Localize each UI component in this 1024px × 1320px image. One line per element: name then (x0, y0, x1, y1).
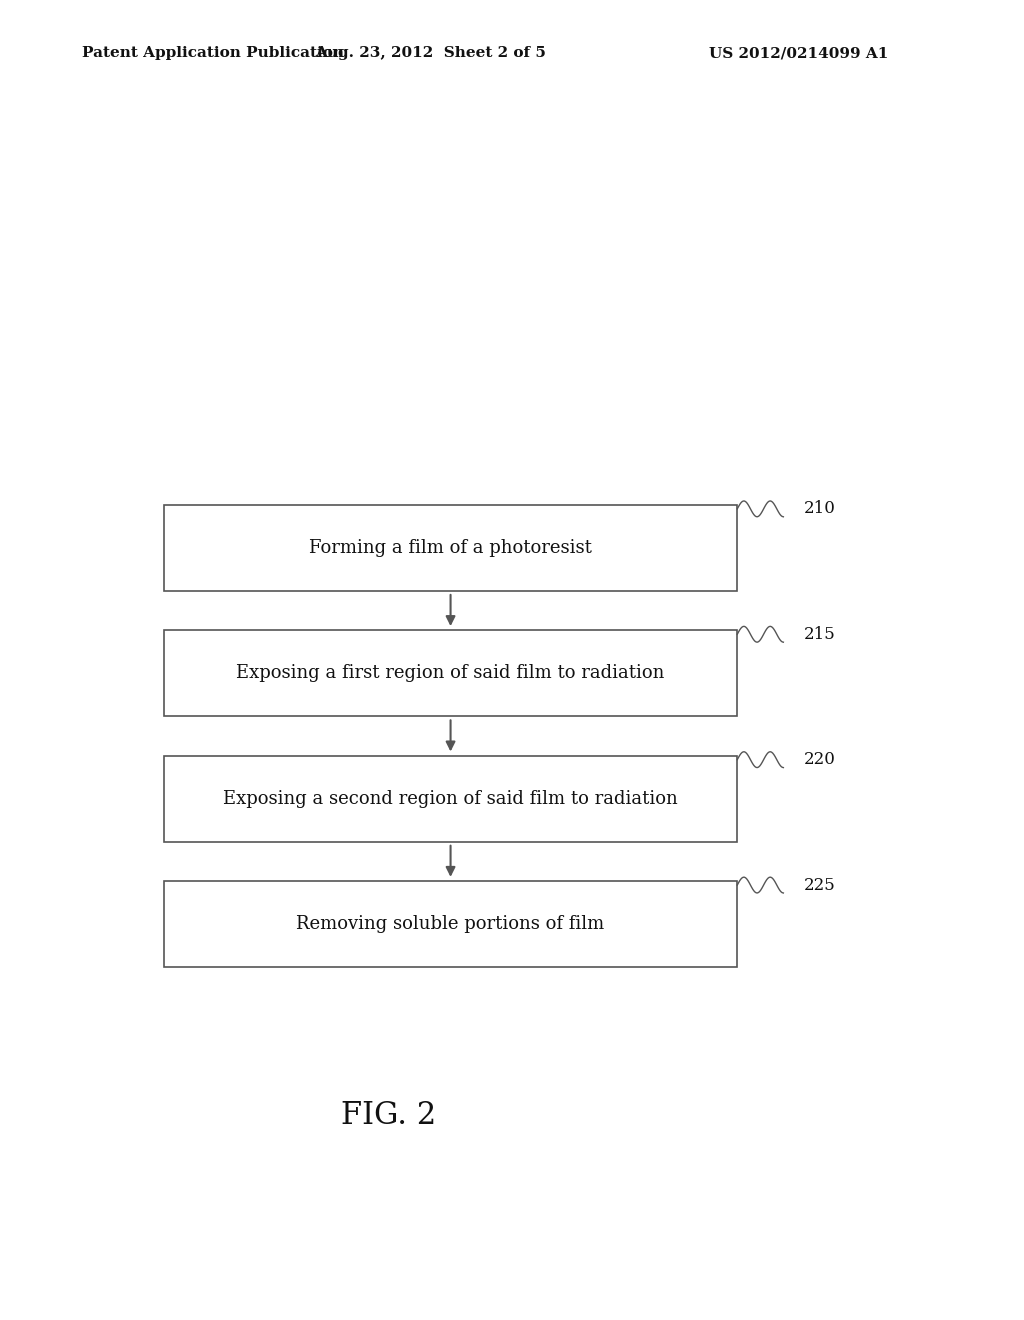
Text: Patent Application Publication: Patent Application Publication (82, 46, 344, 61)
Text: Exposing a second region of said film to radiation: Exposing a second region of said film to… (223, 789, 678, 808)
Text: US 2012/0214099 A1: US 2012/0214099 A1 (709, 46, 889, 61)
FancyBboxPatch shape (164, 755, 737, 842)
Text: Aug. 23, 2012  Sheet 2 of 5: Aug. 23, 2012 Sheet 2 of 5 (314, 46, 546, 61)
Text: Forming a film of a photoresist: Forming a film of a photoresist (309, 539, 592, 557)
FancyBboxPatch shape (164, 882, 737, 966)
FancyBboxPatch shape (164, 506, 737, 591)
Text: Removing soluble portions of film: Removing soluble portions of film (296, 915, 605, 933)
Text: 220: 220 (804, 751, 836, 768)
Text: 210: 210 (804, 500, 836, 517)
Text: 215: 215 (804, 626, 836, 643)
Text: 225: 225 (804, 876, 836, 894)
Text: Exposing a first region of said film to radiation: Exposing a first region of said film to … (237, 664, 665, 682)
Text: FIG. 2: FIG. 2 (341, 1100, 437, 1131)
FancyBboxPatch shape (164, 631, 737, 715)
